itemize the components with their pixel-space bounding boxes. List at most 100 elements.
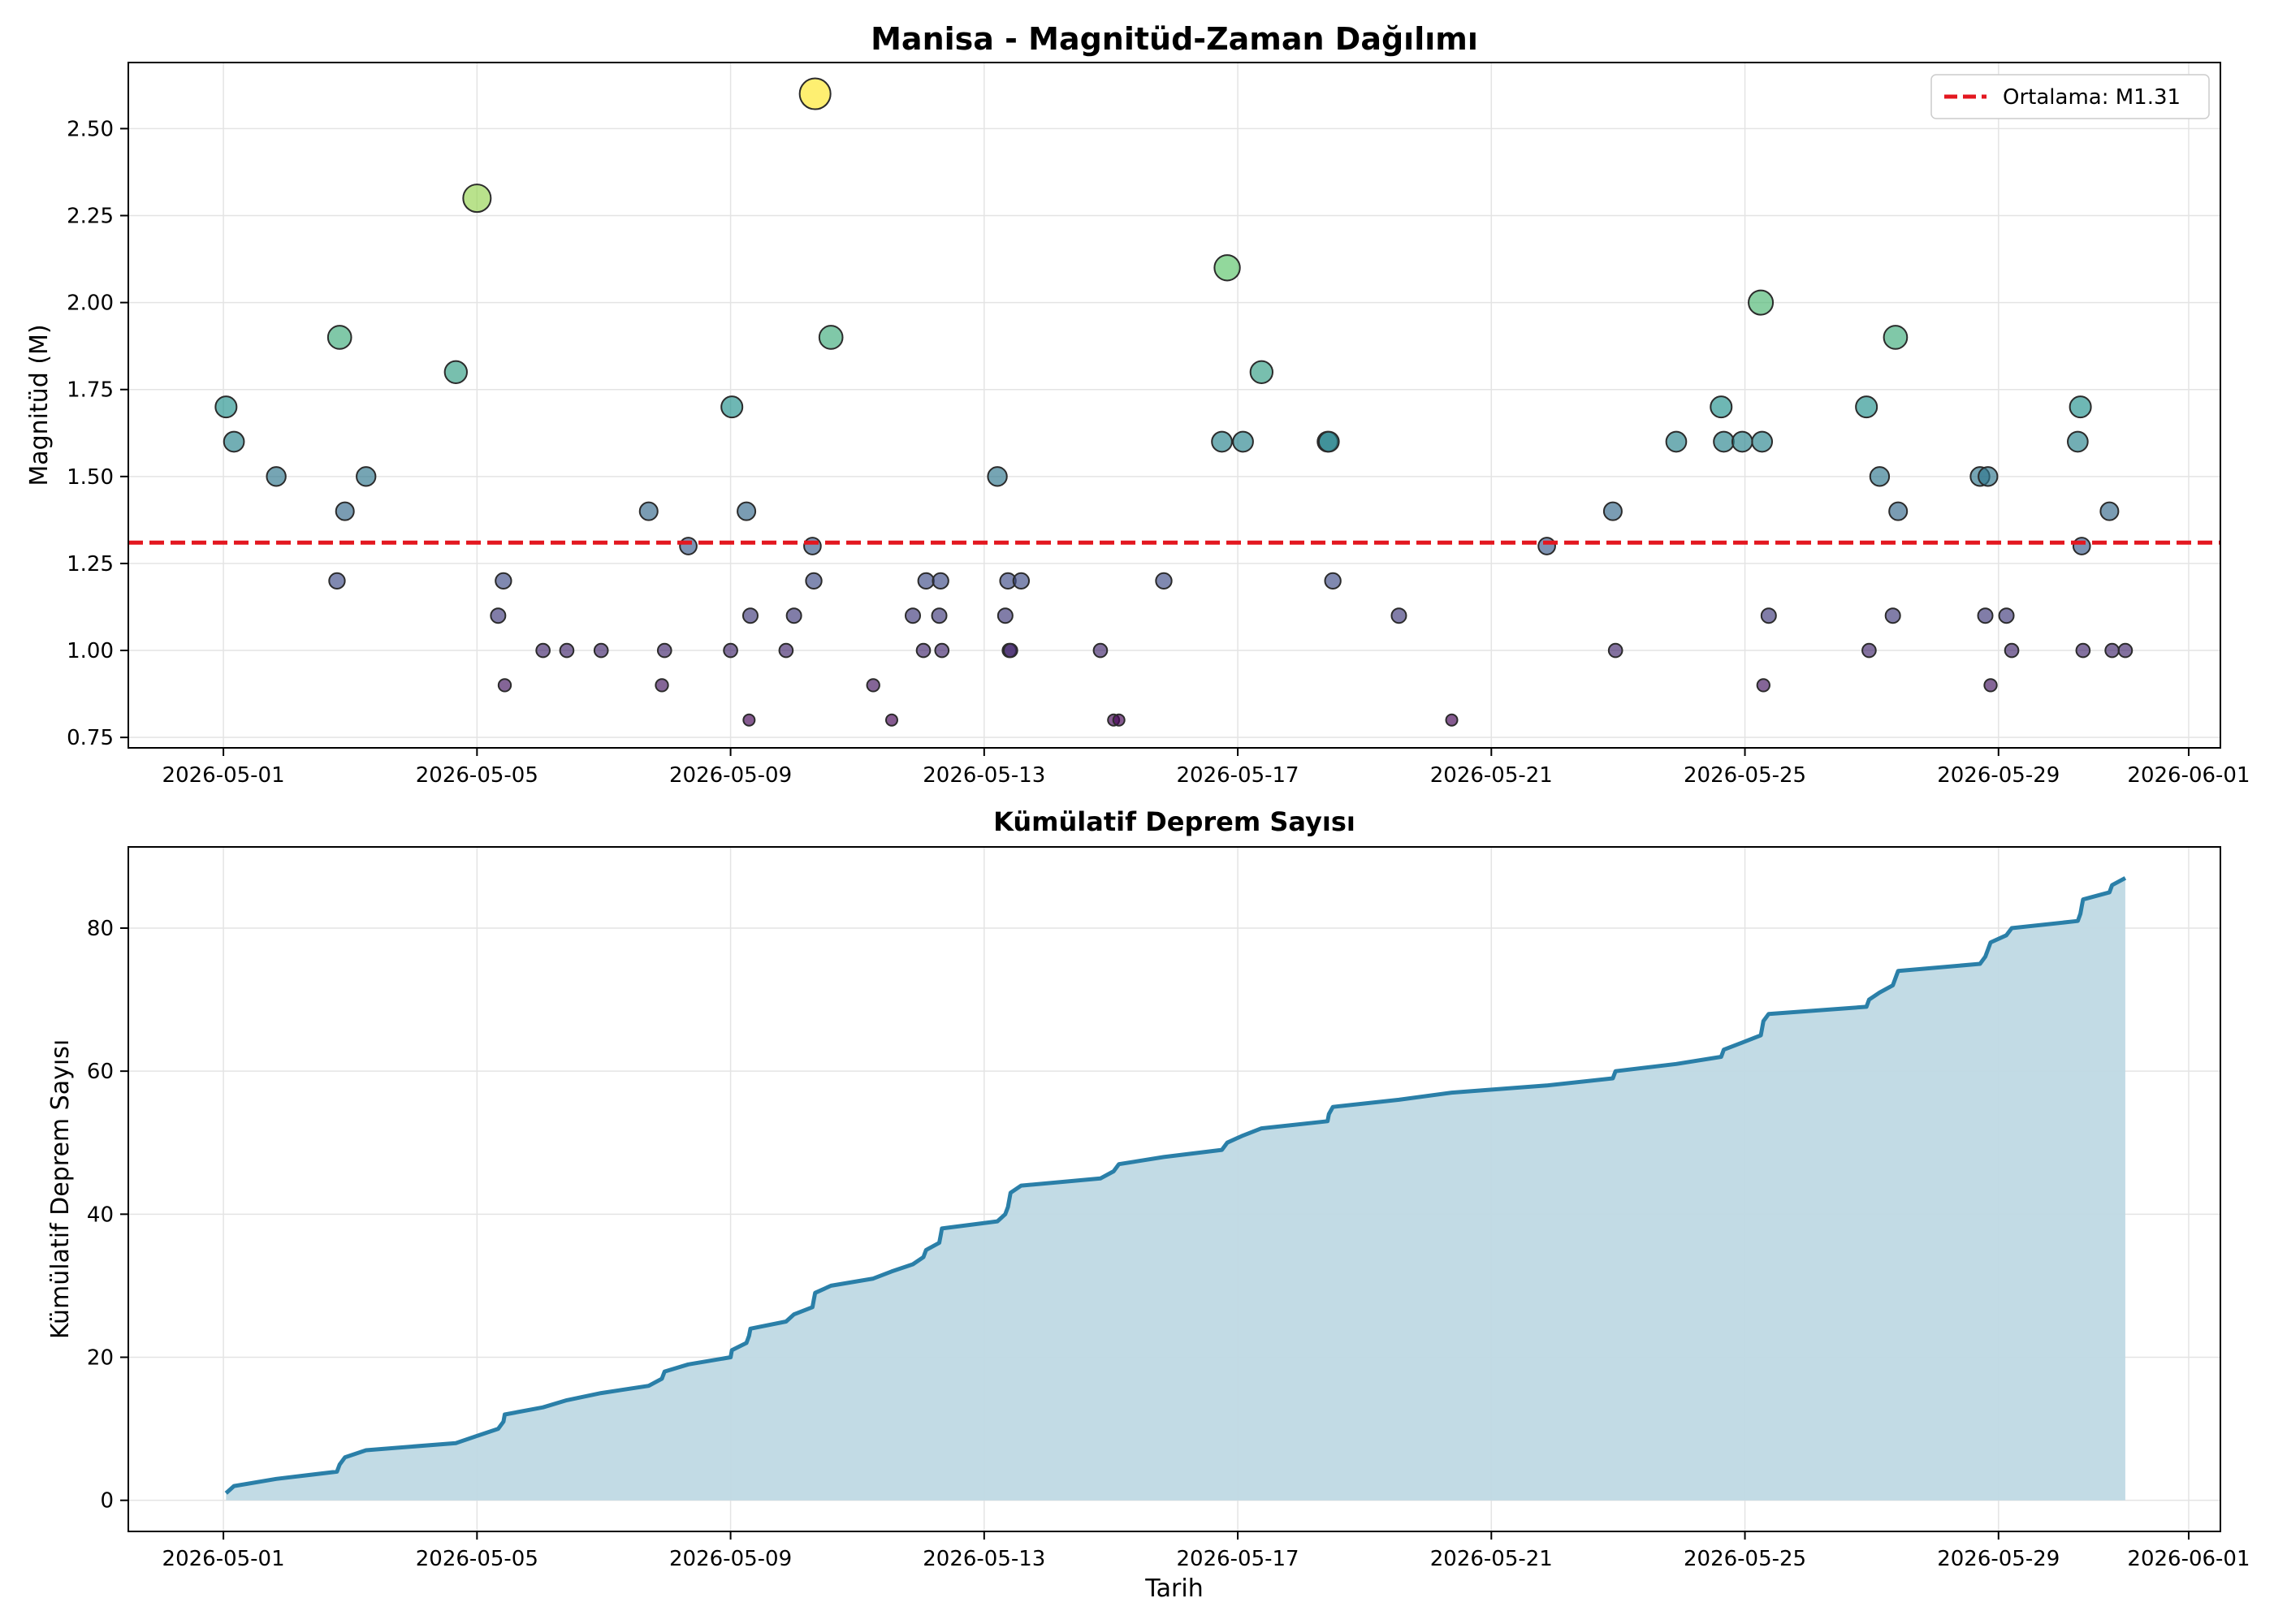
earthquake-point: [742, 713, 756, 727]
earthquake-point: [1748, 289, 1775, 316]
magnitude-chart-title: Manisa - Magnitüd-Zaman Dağılımı: [871, 21, 1478, 57]
magnitude-plot-frame: [128, 62, 2221, 749]
earthquake-point: [1317, 430, 1340, 453]
magnitude-x-ticks: 2026-05-01 2026-05-05 2026-05-09 2026-05-13…: [162, 748, 2250, 788]
earthquake-point: [335, 501, 355, 521]
cumulative-x-tick-label: 2026-05-29: [1937, 1547, 2060, 1571]
cumulative-x-ticks: 2026-05-01 2026-05-05 2026-05-09 2026-05-13…: [162, 1531, 2250, 1571]
magnitude-x-tick-label: 2026-05-21: [1430, 763, 1553, 788]
earthquake-point: [1710, 395, 1733, 419]
earthquake-point: [915, 642, 932, 659]
earthquake-point: [1012, 572, 1031, 590]
magnitude-y-ticks: 0.75 1.00 1.25 1.50 1.75 2.00 2.25 2.50: [67, 117, 128, 750]
earthquake-point: [1978, 466, 1999, 487]
earthquake-point: [987, 466, 1008, 487]
earthquake-point: [495, 572, 512, 590]
earthquake-point: [497, 678, 512, 693]
earthquake-point: [2117, 642, 2133, 659]
earthquake-point: [1390, 607, 1407, 624]
magnitude-x-tick-label: 2026-06-01: [2127, 763, 2250, 788]
magnitude-x-tick-label: 2026-05-09: [669, 763, 792, 788]
earthquake-point: [2004, 642, 2020, 659]
earthquake-point: [1998, 607, 2015, 624]
magnitude-x-tick-label: 2026-05-25: [1684, 763, 1806, 788]
earthquake-point: [917, 572, 935, 590]
earthquake-point: [559, 642, 575, 659]
cumulative-x-tick-label: 2026-05-17: [1177, 1547, 1299, 1571]
earthquake-point: [1213, 254, 1241, 282]
earthquake-point: [1112, 713, 1126, 727]
cumulative-y-tick-label: 40: [87, 1203, 114, 1227]
earthquake-point: [326, 325, 352, 350]
earthquake-point: [214, 395, 238, 419]
cumulative-x-tick-label: 2026-05-13: [923, 1547, 1045, 1571]
earthquake-point: [593, 642, 609, 659]
earthquake-point: [655, 678, 669, 693]
earthquake-point: [1888, 501, 1909, 521]
cumulative-x-tick-label: 2026-05-05: [416, 1547, 538, 1571]
magnitude-y-axis-label: Magnitüd (M): [25, 324, 54, 486]
earthquake-point: [1731, 430, 1753, 453]
earthquake-point: [785, 607, 802, 624]
cumulative-x-tick-label: 2026-05-25: [1684, 1547, 1806, 1571]
earthquake-point: [1537, 537, 1556, 555]
earthquake-point: [2075, 642, 2091, 659]
earthquake-point: [266, 466, 287, 487]
earthquake-point: [1602, 501, 1623, 521]
earthquake-point: [490, 607, 507, 624]
earthquake-point: [356, 466, 377, 487]
cumulative-y-tick-label: 80: [87, 917, 114, 941]
magnitude-grid: [128, 63, 2220, 748]
earthquake-point: [1445, 713, 1459, 727]
magnitude-y-tick-label: 1.50: [67, 465, 114, 490]
magnitude-y-tick-label: 0.75: [67, 726, 114, 750]
earthquake-point: [328, 572, 346, 590]
cumulative-y-ticks: 0 20 40 60 80: [87, 917, 128, 1514]
earthquake-point: [723, 642, 738, 659]
legend-box: [1930, 74, 2210, 119]
cumulative-chart-title: Kümülatif Deprem Sayısı: [993, 806, 1355, 837]
earthquake-point: [778, 642, 794, 659]
earthquake-point: [1756, 678, 1770, 693]
earthquake-point: [1003, 642, 1018, 659]
cumulative-y-tick-label: 60: [87, 1060, 114, 1084]
earthquake-point: [803, 537, 822, 555]
earthquake-point: [1665, 430, 1688, 453]
cumulative-area: [226, 878, 2125, 1501]
cumulative-plot-frame: [128, 846, 2221, 1532]
earthquake-point: [884, 713, 898, 727]
earthquake-point: [866, 678, 880, 693]
earthquake-point: [805, 572, 823, 590]
cumulative-x-tick-label: 2026-05-21: [1430, 1547, 1553, 1571]
earthquake-point: [934, 642, 950, 659]
earthquake-point: [1760, 607, 1777, 624]
magnitude-y-tick-label: 1.25: [67, 552, 114, 577]
magnitude-x-tick-label: 2026-05-05: [416, 763, 538, 788]
earthquake-point: [1607, 642, 1623, 659]
earthquake-point: [1855, 395, 1878, 419]
magnitude-y-tick-label: 2.00: [67, 292, 114, 316]
earthquake-point: [223, 430, 245, 453]
earthquake-point: [462, 184, 492, 214]
magnitude-x-tick-label: 2026-05-29: [1937, 763, 2060, 788]
earthquake-point: [2104, 642, 2120, 659]
earthquake-point: [741, 607, 759, 624]
magnitude-x-tick-label: 2026-05-13: [923, 763, 1045, 788]
earthquake-point: [931, 607, 948, 624]
earthquake-point: [720, 395, 744, 419]
earthquake-point: [656, 642, 672, 659]
cumulative-y-tick-label: 20: [87, 1346, 114, 1371]
earthquake-point: [1232, 430, 1254, 453]
cumulative-x-tick-label: 2026-05-09: [669, 1547, 792, 1571]
cumulative-x-tick-label: 2026-06-01: [2127, 1547, 2250, 1571]
earthquake-point: [679, 537, 698, 555]
legend-mean-label: Ortalama: M1.31: [2003, 85, 2181, 110]
earthquake-point: [2072, 537, 2091, 555]
earthquake-point: [2099, 501, 2120, 521]
magnitude-y-tick-label: 2.25: [67, 205, 114, 229]
magnitude-y-tick-label: 1.00: [67, 639, 114, 663]
earthquake-point: [2069, 395, 2092, 419]
earthquake-point: [1249, 360, 1274, 384]
earthquake-point: [1983, 678, 1998, 693]
earthquake-point: [1869, 466, 1891, 487]
